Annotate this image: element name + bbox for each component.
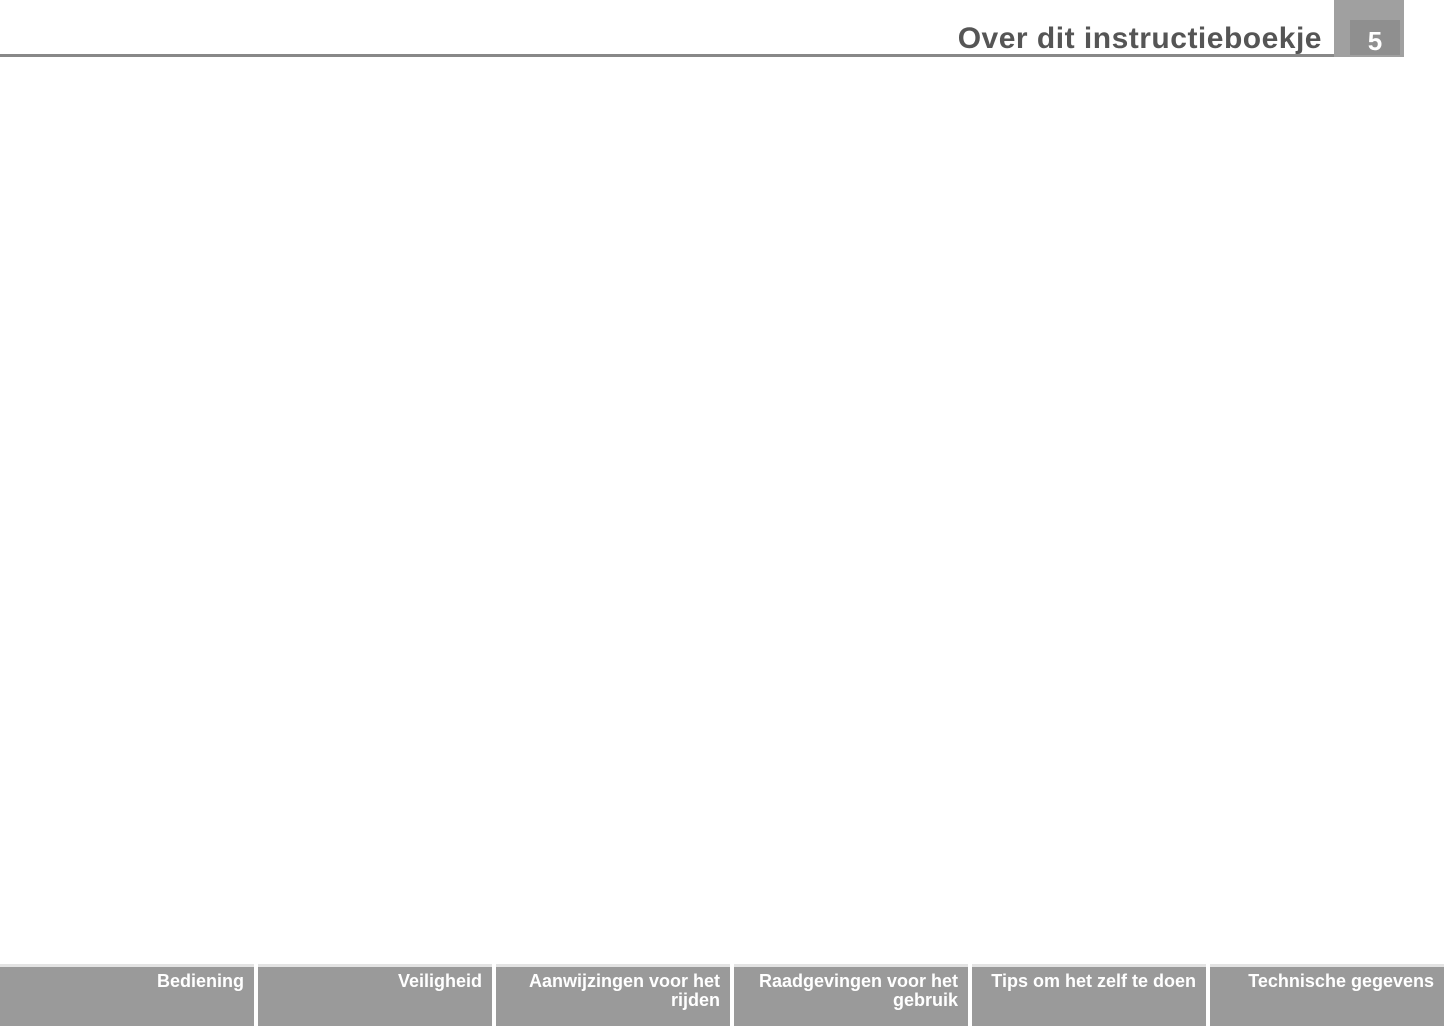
tab-top-edge — [734, 964, 968, 967]
tab-label: Tips om het zelf te doen — [982, 972, 1196, 991]
footer-tab-veiligheid[interactable]: Veiligheid — [258, 964, 492, 1026]
page-number: 5 — [1350, 26, 1400, 57]
header-divider — [0, 54, 1334, 57]
footer-tab-raadgevingen[interactable]: Raadgevingen voor het gebruik — [734, 964, 968, 1026]
footer-tab-technische[interactable]: Technische gegevens — [1210, 964, 1444, 1026]
tab-label: Aanwijzingen voor het rijden — [506, 972, 720, 1010]
footer-tabs: Bediening Veiligheid Aanwijzingen voor h… — [0, 964, 1445, 1026]
footer-tab-bediening[interactable]: Bediening — [0, 964, 254, 1026]
manual-page: Over dit instructieboekje 5 Bediening Ve… — [0, 0, 1445, 1026]
tab-label: Veiligheid — [268, 972, 482, 991]
footer-tab-aanwijzingen[interactable]: Aanwijzingen voor het rijden — [496, 964, 730, 1026]
tab-top-edge — [972, 964, 1206, 967]
footer-tab-tips[interactable]: Tips om het zelf te doen — [972, 964, 1206, 1026]
tab-label: Raadgevingen voor het gebruik — [744, 972, 958, 1010]
tab-top-edge — [496, 964, 730, 967]
page-title: Over dit instructieboekje — [0, 22, 1322, 56]
tab-label: Bediening — [10, 972, 244, 991]
tab-top-edge — [258, 964, 492, 967]
tab-top-edge — [0, 964, 254, 967]
tab-label: Technische gegevens — [1220, 972, 1434, 991]
tab-top-edge — [1210, 964, 1444, 967]
